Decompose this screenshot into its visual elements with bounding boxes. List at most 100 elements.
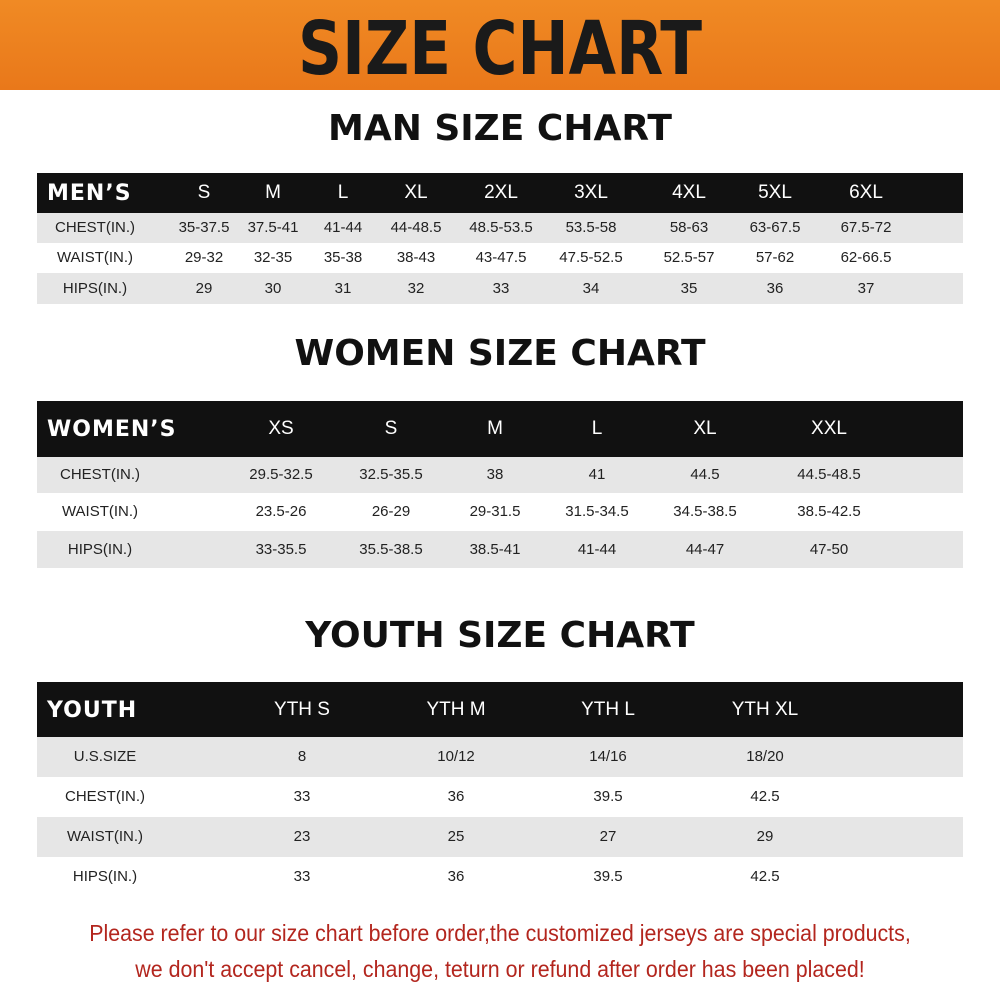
table-cell: 44-47 bbox=[685, 540, 725, 558]
table-cell: 62-66.5 bbox=[840, 249, 892, 266]
table-cell: HIPS(IN.) bbox=[72, 868, 138, 885]
table-row bbox=[37, 777, 963, 817]
table-cell: 36 bbox=[766, 279, 784, 297]
table-row bbox=[37, 857, 963, 897]
header-cell: 6XL bbox=[849, 182, 883, 203]
table-cell: 32.5-35.5 bbox=[359, 466, 423, 483]
table-cell: 35-38 bbox=[323, 249, 363, 266]
table-cell: 44.5-48.5 bbox=[797, 466, 861, 483]
table-cell: 37 bbox=[857, 279, 875, 297]
table-cell: 44.5 bbox=[690, 466, 720, 483]
table-cell: 14/16 bbox=[589, 748, 627, 765]
header-cell: S bbox=[384, 418, 398, 439]
table-cell: 26-29 bbox=[371, 503, 411, 520]
header-cell: YTH S bbox=[274, 698, 330, 720]
table-cell: 33 bbox=[293, 788, 311, 805]
table-title: YOUTH SIZE CHART bbox=[305, 615, 695, 656]
table-cell: 41-44 bbox=[577, 540, 617, 558]
table-cell: HIPS(IN.) bbox=[62, 279, 128, 297]
table-cell: 10/12 bbox=[437, 748, 475, 765]
table-row bbox=[37, 493, 963, 531]
table-cell: 57-62 bbox=[755, 249, 795, 266]
table-cell: 32 bbox=[407, 279, 425, 297]
table-row bbox=[37, 817, 963, 857]
table-cell: 42.5 bbox=[750, 868, 780, 885]
header-cell: L bbox=[337, 182, 349, 203]
header-cell: XXL bbox=[811, 418, 847, 439]
table-cell: CHEST(IN.) bbox=[60, 466, 140, 483]
table-row bbox=[37, 243, 963, 273]
table-row bbox=[37, 531, 963, 568]
header-cell: YTH XL bbox=[731, 698, 799, 720]
table-cell: CHEST(IN.) bbox=[65, 788, 145, 805]
header-cell: YTH M bbox=[426, 698, 486, 720]
table-cell: 33-35.5 bbox=[255, 540, 307, 558]
header-cell: YOUTH bbox=[47, 697, 138, 723]
table-cell: 38 bbox=[486, 466, 504, 483]
table-cell: WAIST(IN.) bbox=[56, 249, 134, 266]
notice-line: Please refer to our size chart before or… bbox=[89, 920, 911, 946]
table-cell: 38.5-41 bbox=[469, 540, 521, 558]
table-cell: WAIST(IN.) bbox=[61, 503, 139, 520]
table-cell: 67.5-72 bbox=[840, 219, 892, 236]
table-title: MAN SIZE CHART bbox=[328, 108, 672, 149]
table-cell: 18/20 bbox=[746, 748, 784, 765]
header-cell: M bbox=[487, 418, 503, 439]
table-row bbox=[37, 737, 963, 777]
header-cell: XS bbox=[268, 418, 294, 439]
table-cell: 8 bbox=[297, 748, 307, 765]
header-cell: 4XL bbox=[672, 182, 706, 203]
page-title: SIZE CHART bbox=[298, 6, 702, 92]
table-cell: HIPS(IN.) bbox=[67, 540, 133, 558]
table-cell: 37.5-41 bbox=[247, 219, 299, 236]
table-cell: 47.5-52.5 bbox=[559, 249, 623, 266]
table-cell: 35.5-38.5 bbox=[359, 540, 423, 558]
table-cell: 32-35 bbox=[253, 249, 293, 266]
table-cell: 35 bbox=[680, 279, 698, 297]
table-cell: 29 bbox=[195, 279, 213, 297]
header-cell: 5XL bbox=[758, 182, 792, 203]
table-cell: 29 bbox=[756, 828, 774, 845]
table-cell: 38-43 bbox=[396, 249, 436, 266]
table-cell: CHEST(IN.) bbox=[55, 219, 135, 236]
table-cell: 35-37.5 bbox=[178, 219, 230, 236]
table-cell: U.S.SIZE bbox=[73, 748, 137, 765]
table-cell: 25 bbox=[447, 828, 465, 845]
header-cell: 3XL bbox=[574, 182, 608, 203]
table-cell: 29-31.5 bbox=[469, 503, 521, 520]
table-cell: 33 bbox=[492, 279, 510, 297]
table-title: WOMEN SIZE CHART bbox=[294, 333, 706, 374]
table-cell: 48.5-53.5 bbox=[469, 219, 533, 236]
table-row bbox=[37, 213, 963, 243]
table-cell: WAIST(IN.) bbox=[66, 828, 144, 845]
table-cell: 27 bbox=[599, 828, 617, 845]
header-cell: 2XL bbox=[484, 182, 518, 203]
table-cell: 36 bbox=[447, 788, 465, 805]
table-cell: 34.5-38.5 bbox=[673, 503, 737, 520]
table-cell: 30 bbox=[264, 279, 282, 297]
table-row bbox=[37, 273, 963, 304]
table-cell: 23 bbox=[293, 828, 311, 845]
table-cell: 31 bbox=[334, 279, 352, 297]
table-cell: 43-47.5 bbox=[475, 249, 527, 266]
table-cell: 31.5-34.5 bbox=[565, 503, 629, 520]
table-cell: 36 bbox=[447, 868, 465, 885]
table-cell: 41 bbox=[588, 466, 606, 483]
header-cell: WOMEN’S bbox=[47, 417, 177, 442]
banner bbox=[0, 0, 1000, 90]
table-cell: 47-50 bbox=[809, 540, 849, 558]
table-cell: 29-32 bbox=[184, 249, 224, 266]
table-cell: 33 bbox=[293, 868, 311, 885]
table-cell: 29.5-32.5 bbox=[249, 466, 313, 483]
table-cell: 41-44 bbox=[323, 219, 363, 236]
table-cell: 52.5-57 bbox=[663, 249, 715, 266]
table-cell: 23.5-26 bbox=[255, 503, 307, 520]
header-cell: XL bbox=[693, 418, 717, 439]
header-cell: M bbox=[265, 182, 281, 203]
table-cell: 39.5 bbox=[593, 868, 623, 885]
header-cell: L bbox=[591, 418, 603, 439]
notice-line: we don't accept cancel, change, teturn o… bbox=[135, 956, 865, 982]
table-cell: 38.5-42.5 bbox=[797, 503, 861, 520]
table-cell: 39.5 bbox=[593, 788, 623, 805]
